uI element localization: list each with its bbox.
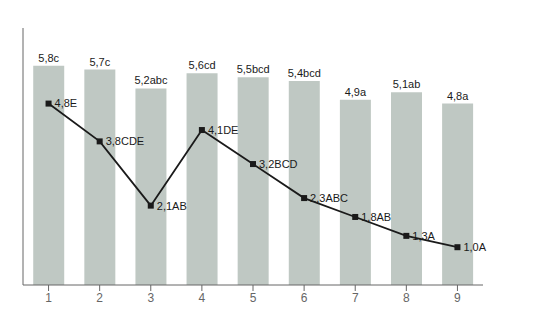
svg-text:3,2BCD: 3,2BCD — [259, 158, 298, 170]
svg-text:6: 6 — [301, 291, 308, 305]
svg-text:5: 5 — [250, 291, 257, 305]
svg-text:4,8E: 4,8E — [55, 97, 78, 109]
svg-text:7: 7 — [352, 291, 359, 305]
svg-text:5,8c: 5,8c — [38, 52, 59, 64]
svg-text:2: 2 — [96, 291, 103, 305]
svg-text:1,8AB: 1,8AB — [361, 211, 391, 223]
svg-text:2,1AB: 2,1AB — [157, 200, 187, 212]
svg-text:5,2abc: 5,2abc — [134, 74, 168, 86]
svg-text:5,5bcd: 5,5bcd — [237, 63, 270, 75]
svg-text:5,7c: 5,7c — [89, 56, 110, 68]
svg-text:1,0A: 1,0A — [463, 241, 486, 253]
svg-text:4,8a: 4,8a — [447, 90, 469, 102]
svg-text:4: 4 — [199, 291, 206, 305]
svg-text:8: 8 — [403, 291, 410, 305]
svg-text:5,6cd: 5,6cd — [189, 59, 216, 71]
svg-text:1: 1 — [45, 291, 52, 305]
svg-text:5,4bcd: 5,4bcd — [288, 67, 321, 79]
svg-text:5,1ab: 5,1ab — [393, 78, 421, 90]
svg-text:3,8CDE: 3,8CDE — [106, 135, 145, 147]
svg-text:4,9a: 4,9a — [345, 86, 367, 98]
svg-text:3: 3 — [147, 291, 154, 305]
svg-text:2,3ABC: 2,3ABC — [310, 192, 348, 204]
svg-text:1,3A: 1,3A — [412, 230, 435, 242]
svg-text:4,1DE: 4,1DE — [208, 124, 239, 136]
svg-text:9: 9 — [454, 291, 461, 305]
